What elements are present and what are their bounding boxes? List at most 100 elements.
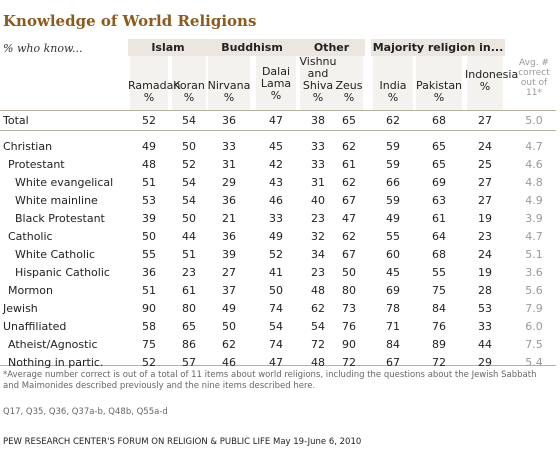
column-unit: % [143, 91, 155, 104]
table-cell: 50 [269, 284, 283, 297]
table-cell: 55 [386, 230, 400, 243]
column-name: Avg. # correct out of 11* [518, 58, 550, 98]
table-cell: 75 [432, 284, 446, 297]
table-cell: 47 [342, 212, 356, 225]
table-cell: 65 [432, 140, 446, 153]
table-cell: 24 [478, 248, 492, 261]
table-cell: 33 [478, 320, 492, 333]
column-name: Nirvana [207, 79, 251, 92]
table-cell: 46 [269, 194, 283, 207]
group-header-band [206, 39, 298, 56]
column-header: Ramadan% [128, 80, 180, 104]
table-cell: 19 [478, 266, 492, 279]
table-cell: 49 [222, 302, 236, 315]
table-cell: 54 [182, 194, 196, 207]
table-cell: 62 [311, 302, 325, 315]
column-header-band [256, 56, 296, 110]
table-cell: 5.4 [525, 356, 543, 369]
table-cell: 73 [342, 302, 356, 315]
table-cell: 55 [432, 266, 446, 279]
table-cell: 59 [386, 194, 400, 207]
row-label: White Catholic [15, 248, 96, 261]
table-cell: 62 [386, 114, 400, 127]
table-cell: 39 [222, 248, 236, 261]
table-cell: 67 [342, 248, 356, 261]
row-label: Hispanic Catholic [15, 266, 110, 279]
table-cell: 33 [269, 212, 283, 225]
question-list: Q17, Q35, Q36, Q37a-b, Q48b, Q55a-d [3, 407, 168, 417]
table-cell: 65 [342, 114, 356, 127]
table-cell: 34 [311, 248, 325, 261]
table-cell: 27 [478, 114, 492, 127]
table-cell: 32 [311, 230, 325, 243]
table-cell: 72 [342, 356, 356, 369]
table-rule [0, 130, 556, 131]
table-cell: 36 [222, 114, 236, 127]
table-cell: 90 [342, 338, 356, 351]
table-cell: 44 [478, 338, 492, 351]
table-cell: 21 [222, 212, 236, 225]
table-cell: 29 [222, 176, 236, 189]
table-cell: 76 [342, 320, 356, 333]
table-cell: 90 [142, 302, 156, 315]
chart-subtitle: % who know... [3, 42, 83, 55]
table-cell: 54 [182, 176, 196, 189]
table-cell: 53 [142, 194, 156, 207]
column-header-band [208, 56, 250, 110]
group-header-label: Majority religion in... [372, 41, 504, 54]
table-cell: 63 [432, 194, 446, 207]
column-name: Indonesia [465, 68, 519, 81]
table-cell: 27 [222, 266, 236, 279]
table-cell: 6.0 [525, 320, 543, 333]
column-header: Avg. # correct out of 11* [514, 58, 554, 98]
row-label: Mormon [8, 284, 53, 297]
row-label: Black Protestant [15, 212, 105, 225]
table-cell: 57 [182, 356, 196, 369]
table-cell: 51 [142, 284, 156, 297]
column-name: India [379, 79, 407, 92]
table-cell: 33 [311, 140, 325, 153]
footnote: *Average number correct is out of a tota… [3, 370, 537, 391]
column-header-band [300, 56, 336, 110]
table-cell: 40 [311, 194, 325, 207]
table-cell: 24 [478, 140, 492, 153]
table-cell: 61 [432, 212, 446, 225]
table-cell: 78 [386, 302, 400, 315]
table-cell: 23 [182, 266, 196, 279]
table-cell: 59 [386, 140, 400, 153]
table-cell: 61 [182, 284, 196, 297]
table-cell: 7.9 [525, 302, 543, 315]
table-cell: 69 [432, 176, 446, 189]
table-cell: 84 [432, 302, 446, 315]
row-label: Nothing in partic. [8, 356, 104, 369]
column-header: Pakistan% [414, 80, 464, 104]
group-header-label: Buddhism [221, 41, 283, 54]
table-cell: 42 [269, 158, 283, 171]
table-cell: 36 [222, 230, 236, 243]
column-name: Pakistan [415, 79, 463, 92]
table-cell: 66 [386, 176, 400, 189]
table-cell: 33 [311, 158, 325, 171]
column-header: Koran% [170, 80, 208, 104]
row-label: White mainline [15, 194, 98, 207]
table-rule [0, 365, 556, 366]
table-cell: 75 [142, 338, 156, 351]
table-cell: 62 [342, 140, 356, 153]
column-header-band [467, 56, 503, 110]
table-cell: 46 [222, 356, 236, 369]
row-label: White evangelical [15, 176, 114, 189]
column-unit: % [223, 91, 235, 104]
table-cell: 67 [342, 194, 356, 207]
column-header-band [172, 56, 206, 110]
table-cell: 27 [478, 194, 492, 207]
column-header: Nirvana% [206, 80, 252, 104]
column-unit: % [183, 91, 195, 104]
table-cell: 45 [269, 140, 283, 153]
table-cell: 25 [478, 158, 492, 171]
row-label: Protestant [8, 158, 65, 171]
table-cell: 65 [432, 158, 446, 171]
table-cell: 4.6 [525, 158, 543, 171]
table-cell: 71 [386, 320, 400, 333]
table-cell: 33 [222, 140, 236, 153]
table-cell: 72 [432, 356, 446, 369]
